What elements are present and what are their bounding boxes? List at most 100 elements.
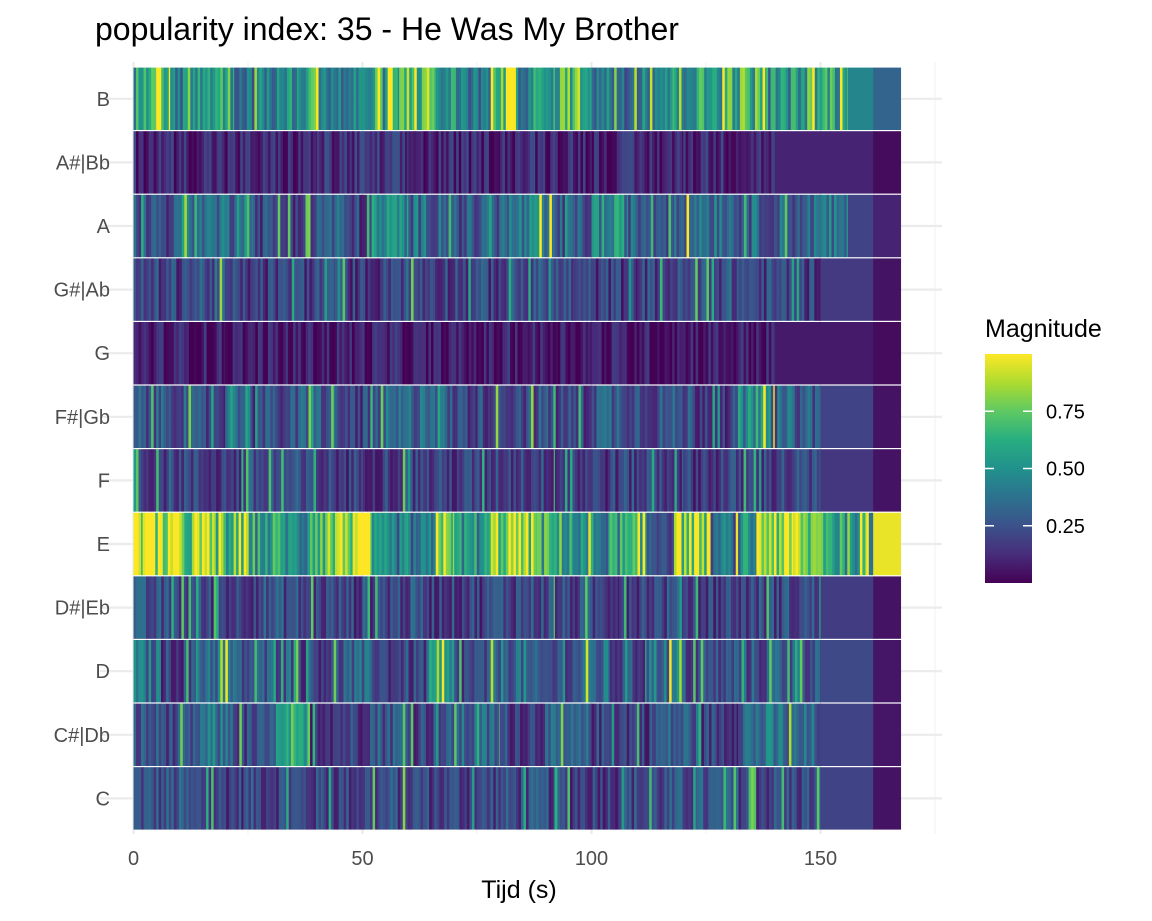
heatmap-cell xyxy=(585,576,589,639)
heatmap-cell xyxy=(550,385,554,448)
heatmap-cell xyxy=(523,258,527,321)
heatmap-cell xyxy=(493,767,497,830)
heatmap-cell xyxy=(745,385,749,448)
heatmap-cell xyxy=(468,67,472,130)
heatmap-cell xyxy=(136,67,139,130)
heatmap-cell xyxy=(641,767,645,830)
heatmap-cell xyxy=(385,703,389,766)
heatmap-cell xyxy=(731,640,735,703)
heatmap-cell xyxy=(402,131,406,194)
heatmap-cell xyxy=(241,449,244,512)
heatmap-cell xyxy=(328,449,332,512)
heatmap-cell xyxy=(138,385,142,448)
heatmap-cell xyxy=(766,131,770,194)
heatmap-cell xyxy=(488,258,492,321)
heatmap-cell xyxy=(133,258,137,321)
heatmap-cell xyxy=(674,131,678,194)
heatmap-cell xyxy=(782,194,786,258)
heatmap-cell xyxy=(344,640,348,703)
heatmap-cell xyxy=(348,576,352,639)
heatmap-cell xyxy=(146,767,150,830)
heatmap-cell xyxy=(536,449,540,512)
heatmap-cell xyxy=(165,512,169,576)
heatmap-cell xyxy=(659,258,663,321)
heatmap-cell xyxy=(562,131,566,194)
heatmap-cell xyxy=(201,512,205,576)
heatmap-cell xyxy=(735,512,739,576)
heatmap-cell xyxy=(214,322,218,385)
heatmap-cell xyxy=(819,449,821,512)
heatmap-cell xyxy=(664,576,668,639)
heatmap-cell xyxy=(425,194,429,258)
heatmap-cell xyxy=(225,131,229,194)
heatmap-cell xyxy=(170,512,174,576)
heatmap-cell xyxy=(413,640,417,703)
heatmap-cell xyxy=(351,767,355,830)
heatmap-cell xyxy=(151,385,155,448)
heatmap-cell xyxy=(515,449,519,512)
heatmap-cell xyxy=(275,640,279,703)
heatmap-cell xyxy=(313,576,317,639)
heatmap-cell xyxy=(634,703,638,766)
heatmap-cell xyxy=(814,449,818,512)
heatmap-cell xyxy=(466,640,470,703)
heatmap-cell xyxy=(441,576,445,639)
heatmap-cell xyxy=(809,576,813,639)
heatmap-cell xyxy=(555,385,559,448)
heatmap-cell xyxy=(500,767,504,830)
heatmap-cell xyxy=(786,258,790,321)
heatmap-cell xyxy=(617,576,620,639)
heatmap-cell xyxy=(558,258,562,321)
heatmap-cell xyxy=(173,449,177,512)
heatmap-cell xyxy=(335,67,339,130)
heatmap-cell xyxy=(418,322,422,385)
y-tick-label: G#|Ab xyxy=(54,280,110,302)
heatmap-cell xyxy=(141,67,144,130)
heatmap-cell xyxy=(666,512,670,576)
heatmap-cell xyxy=(779,640,783,703)
heatmap-cell xyxy=(387,576,391,639)
heatmap-cell xyxy=(422,767,426,830)
heatmap-cell xyxy=(327,512,331,576)
heatmap-cell xyxy=(353,576,357,639)
heatmap-cell xyxy=(316,576,319,639)
heatmap-cell xyxy=(733,512,737,576)
heatmap-cell xyxy=(359,322,363,385)
heatmap-cell xyxy=(178,131,182,194)
heatmap-cell xyxy=(806,767,810,830)
heatmap-cell xyxy=(511,194,515,258)
heatmap-cell xyxy=(270,322,274,385)
heatmap-cell xyxy=(475,258,479,321)
heatmap-cell xyxy=(755,67,758,130)
heatmap-cell xyxy=(218,449,222,512)
heatmap-cell xyxy=(224,258,226,321)
heatmap-cell xyxy=(605,767,609,830)
heatmap-cell xyxy=(621,767,625,830)
heatmap-cell xyxy=(236,512,240,576)
heatmap-cell xyxy=(451,703,455,766)
heatmap-cell xyxy=(535,258,539,321)
heatmap-cell xyxy=(591,385,595,448)
heatmap-cell xyxy=(201,194,205,258)
heatmap-cell xyxy=(186,449,189,512)
heatmap-cell xyxy=(820,703,874,766)
heatmap-cell xyxy=(728,640,730,703)
heatmap-cell xyxy=(333,449,337,512)
heatmap-cell xyxy=(639,322,643,385)
heatmap-cell xyxy=(536,512,540,576)
heatmap-cell xyxy=(609,703,613,766)
heatmap-cell xyxy=(719,258,722,321)
heatmap-cell xyxy=(510,449,514,512)
heatmap-cell xyxy=(631,767,635,830)
heatmap-cell xyxy=(361,576,363,639)
heatmap-cell xyxy=(336,767,340,830)
heatmap-cell xyxy=(281,576,285,639)
heatmap-cell xyxy=(166,703,170,766)
heatmap-cell xyxy=(425,767,428,830)
heatmap-cell xyxy=(718,576,722,639)
heatmap-cell xyxy=(260,385,264,448)
heatmap-cell xyxy=(444,767,448,830)
heatmap-cell xyxy=(372,322,376,385)
heatmap-cell xyxy=(709,385,713,448)
heatmap-cell xyxy=(600,576,604,639)
